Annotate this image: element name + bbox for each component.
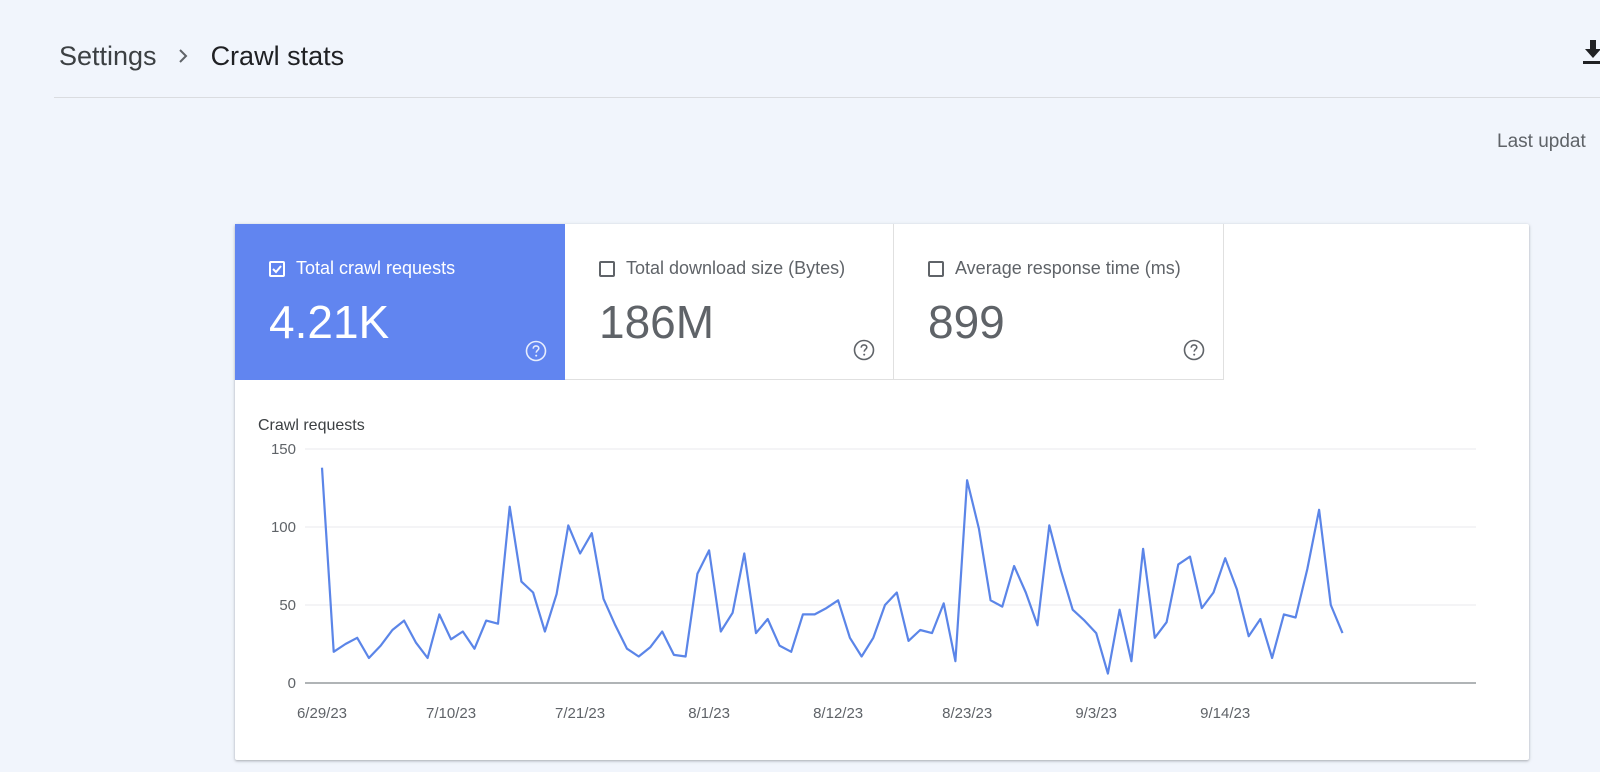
metric-average-response-time[interactable]: Average response time (ms) 899 <box>894 224 1224 380</box>
metric-label: Average response time (ms) <box>955 258 1181 278</box>
metric-total-crawl-requests[interactable]: Total crawl requests 4.21K <box>235 224 565 380</box>
download-icon[interactable] <box>1583 40 1600 66</box>
chevron-right-icon <box>177 47 189 65</box>
checkbox-checked-icon[interactable] <box>269 261 285 277</box>
chart-title: Crawl requests <box>258 417 365 434</box>
x-tick-label: 8/23/23 <box>942 705 992 722</box>
metric-value: 4.21K <box>269 296 390 348</box>
y-tick-label: 50 <box>279 597 296 614</box>
x-tick-label: 8/1/23 <box>688 705 730 722</box>
crawl-stats-card: Total crawl requests 4.21K Total downloa… <box>235 224 1529 760</box>
help-circle-icon[interactable] <box>1183 339 1205 361</box>
breadcrumb: Settings Crawl stats <box>59 36 344 76</box>
y-tick-label: 150 <box>271 441 296 458</box>
checkbox-unchecked-icon[interactable] <box>599 261 615 277</box>
metric-value: 899 <box>928 296 1005 348</box>
header-divider <box>54 97 1600 98</box>
page-title: Crawl stats <box>210 40 345 71</box>
y-tick-label: 0 <box>288 675 296 692</box>
metric-label: Total crawl requests <box>296 258 456 278</box>
page-header: Settings Crawl stats Last updat <box>0 0 1600 152</box>
help-circle-icon[interactable] <box>525 340 547 362</box>
y-tick-label: 100 <box>271 519 296 536</box>
metric-total-download-size[interactable]: Total download size (Bytes) 186M <box>565 224 894 380</box>
x-tick-label: 7/10/23 <box>426 705 476 722</box>
checkbox-unchecked-icon[interactable] <box>928 261 944 277</box>
series-line <box>320 467 1344 675</box>
x-tick-label: 9/14/23 <box>1200 705 1250 722</box>
last-updated-text: Last updat <box>1497 131 1586 152</box>
x-tick-label: 6/29/23 <box>297 705 347 722</box>
x-tick-label: 9/3/23 <box>1075 705 1117 722</box>
metric-label: Total download size (Bytes) <box>626 258 846 278</box>
crawl-requests-chart: 0 50 100 150 6/29/23 7/10/23 7/21/23 8/1/23 8/1… <box>271 441 1476 722</box>
metric-value: 186M <box>599 296 715 348</box>
x-tick-label: 7/21/23 <box>555 705 605 722</box>
breadcrumb-settings-link[interactable]: Settings <box>59 40 157 71</box>
x-tick-label: 8/12/23 <box>813 705 863 722</box>
help-circle-icon[interactable] <box>853 339 875 361</box>
